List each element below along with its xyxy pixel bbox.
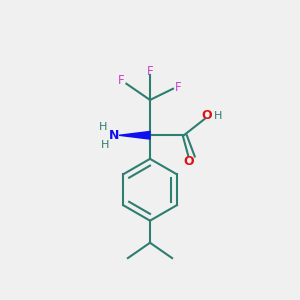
Text: H: H <box>101 140 109 150</box>
Text: F: F <box>175 81 181 94</box>
Polygon shape <box>119 131 150 139</box>
Text: F: F <box>118 74 124 87</box>
Text: N: N <box>109 129 119 142</box>
Text: O: O <box>184 155 194 168</box>
Text: O: O <box>202 109 212 122</box>
Text: H: H <box>99 122 107 132</box>
Text: F: F <box>147 64 153 78</box>
Text: H: H <box>214 110 222 121</box>
